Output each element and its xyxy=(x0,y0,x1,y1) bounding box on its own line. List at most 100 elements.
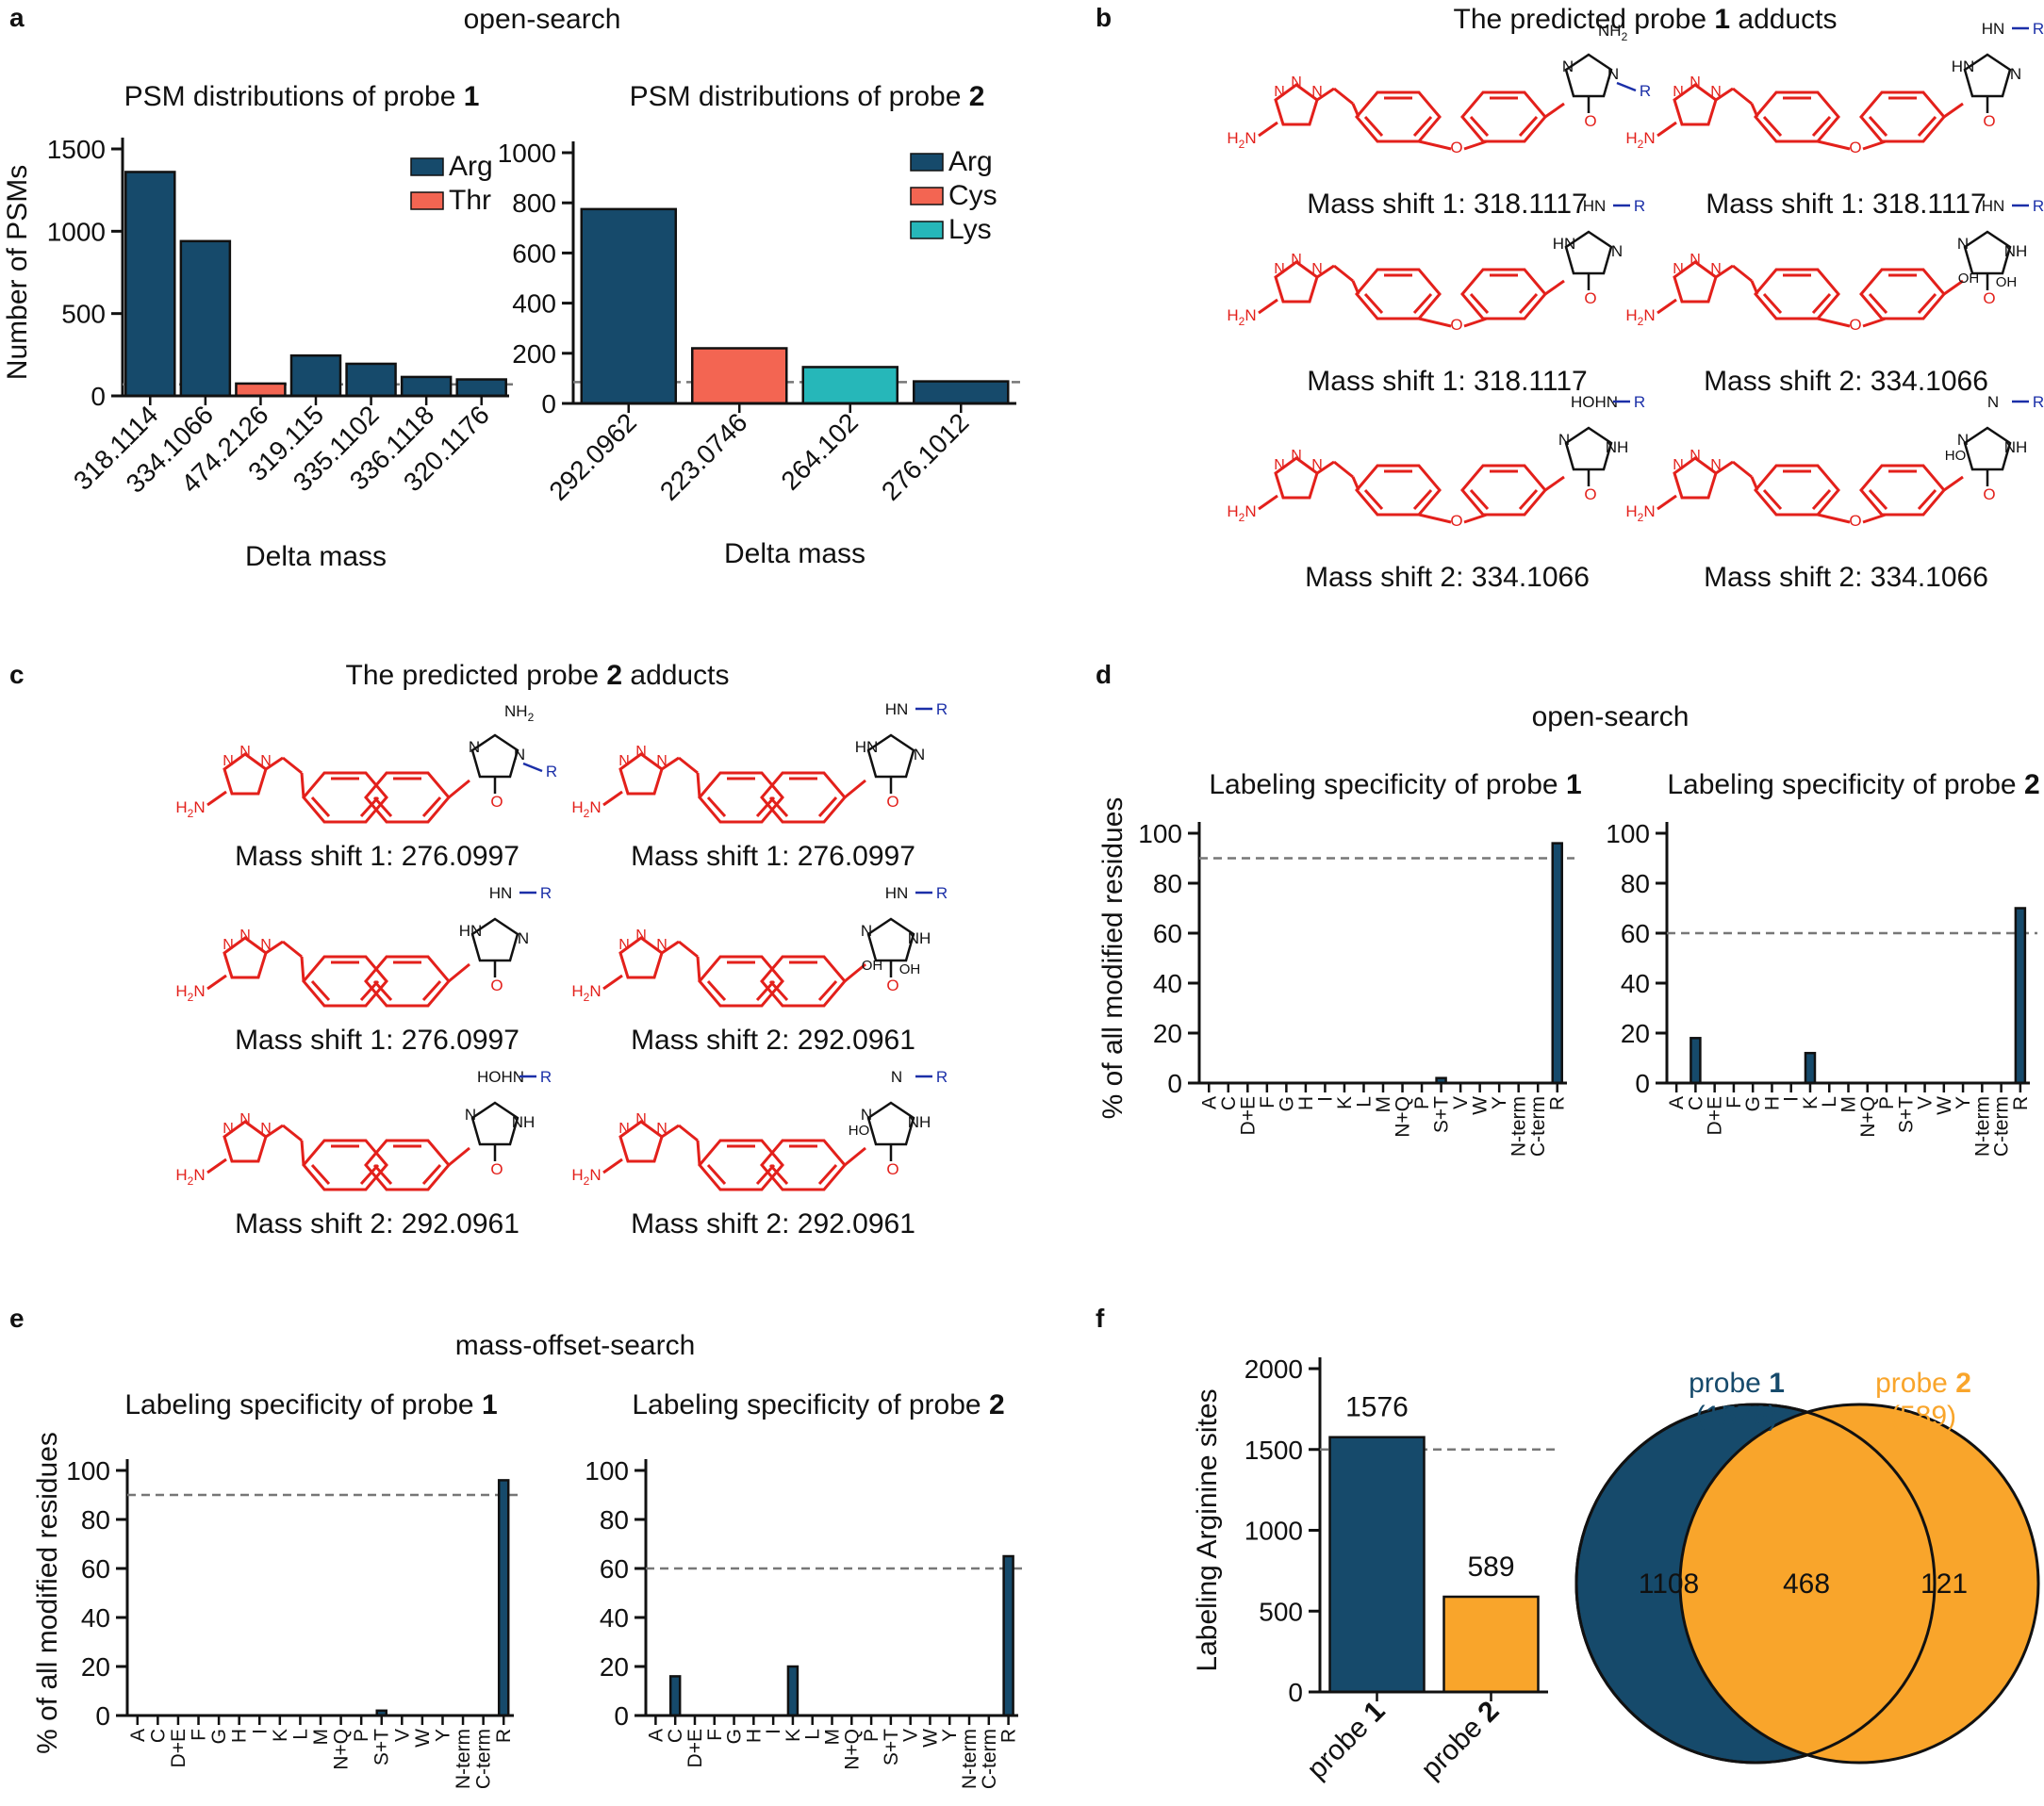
atom-label: N xyxy=(618,1121,630,1137)
x-tick-label: V xyxy=(900,1729,922,1742)
atom-label: N xyxy=(1274,457,1285,473)
x-tick-label: I xyxy=(1314,1096,1336,1102)
y-tick-label: 600 xyxy=(512,238,556,268)
atom-label: H2N xyxy=(571,1166,601,1188)
x-tick-label: V xyxy=(1450,1096,1472,1109)
atom-label: O xyxy=(1983,289,1995,307)
atom-label: HN xyxy=(1583,197,1607,215)
atom-label: N xyxy=(469,738,480,756)
atom-label: H2N xyxy=(175,982,205,1004)
atom-label: O xyxy=(490,977,503,994)
atom-label: NH xyxy=(1606,438,1629,456)
y-tick-label: 500 xyxy=(61,300,106,329)
y-tick-label: 0 xyxy=(1635,1069,1650,1098)
atom-label: O xyxy=(1983,112,1995,130)
venn-only-probe1: 1108 xyxy=(1639,1568,1700,1600)
atom-label: N xyxy=(1562,57,1574,75)
x-tick-label: A xyxy=(1666,1096,1688,1109)
atom-label: N xyxy=(656,1121,668,1137)
atom-label: N xyxy=(223,753,234,769)
x-tick-label: Y xyxy=(939,1729,961,1742)
x-tick-label: F xyxy=(189,1729,210,1741)
x-tick-label: C xyxy=(1218,1096,1240,1110)
chart-title: PSM distributions of probe 2 xyxy=(630,81,985,112)
y-axis-label: Labeling Arginine sites xyxy=(1192,1388,1223,1671)
bar xyxy=(400,375,453,398)
atom-label: HN xyxy=(1982,20,2005,38)
atom-label: N xyxy=(1710,261,1722,277)
x-tick-label: D+E xyxy=(1237,1096,1259,1135)
atom-label: R xyxy=(546,763,557,780)
atom-label: N xyxy=(239,744,251,760)
bar xyxy=(345,362,397,398)
x-tick-label: C xyxy=(665,1729,686,1743)
atom-label: N xyxy=(1987,393,1999,411)
x-tick-label: C-term xyxy=(1527,1096,1549,1157)
y-tick-label: 100 xyxy=(66,1456,110,1486)
atom-label: N xyxy=(514,746,525,763)
x-tick-label: N+Q xyxy=(1857,1096,1879,1138)
atom-label: HN xyxy=(885,700,909,718)
atom-label: N xyxy=(1311,261,1323,277)
atom-label: N xyxy=(1311,457,1323,473)
atom-label: O xyxy=(886,977,898,994)
chart-offset-specificity-probe1: Labeling specificity of probe 1 0 20 40 60 80… xyxy=(32,1389,521,1789)
legend-swatch xyxy=(410,191,444,210)
atom-label: N xyxy=(1291,448,1302,464)
atom-label: NH2 xyxy=(1598,22,1628,43)
x-tick-label: L xyxy=(289,1729,311,1740)
x-tick-label: R xyxy=(1547,1096,1569,1110)
y-tick-label: 20 xyxy=(1153,1019,1182,1048)
venn-left-name: probe 1 xyxy=(1689,1368,1785,1399)
x-tick-label: K xyxy=(1334,1096,1356,1109)
x-tick-label: V xyxy=(391,1729,413,1742)
x-tick-label: P xyxy=(861,1729,882,1742)
x-tick-label: S+T xyxy=(881,1729,902,1765)
mass-shift-caption: Mass shift 1: 318.1117 xyxy=(1307,189,1587,220)
y-tick-label: 2000 xyxy=(1245,1354,1303,1384)
atom-label: N xyxy=(1311,84,1323,100)
atom-label: N xyxy=(635,744,647,760)
panel-c-title: The predicted probe 2 adducts xyxy=(346,660,730,691)
legend-swatch xyxy=(910,221,944,239)
atom-label: NH2 xyxy=(504,702,535,724)
atom-label: OH xyxy=(862,958,883,974)
x-tick-label: N-term xyxy=(959,1729,981,1789)
x-tick-label: F xyxy=(704,1729,726,1741)
x-tick-label: C-term xyxy=(1991,1096,2013,1157)
bar xyxy=(691,347,788,405)
x-axis-label: Delta mass xyxy=(245,541,387,572)
atom-label: N xyxy=(635,928,647,944)
y-tick-label: 60 xyxy=(81,1554,110,1584)
legend-label: Cys xyxy=(948,180,997,211)
atom-label: O xyxy=(1450,316,1462,334)
chart-psm-probe1: PSM distributions of probe 1 0 500 1000 1500… xyxy=(2,81,517,572)
x-tick-label: K xyxy=(270,1729,291,1742)
atom-label: O xyxy=(1450,139,1462,156)
atom-label: O xyxy=(490,793,503,811)
bar xyxy=(1804,1051,1817,1085)
legend-label: Thr xyxy=(449,185,491,216)
y-axis-label: % of all modified residues xyxy=(32,1432,63,1754)
x-tick-label: G xyxy=(208,1729,230,1744)
bar xyxy=(786,1665,799,1717)
atom-label: N xyxy=(861,1106,872,1124)
x-tick-label: C-term xyxy=(473,1729,495,1789)
atom-label: N xyxy=(656,937,668,953)
y-tick-label: 20 xyxy=(600,1652,629,1682)
x-tick-label: N+Q xyxy=(841,1729,863,1770)
atom-label: N xyxy=(618,753,630,769)
bar xyxy=(801,366,898,405)
y-tick-label: 80 xyxy=(1621,869,1650,898)
mass-shift-caption: Mass shift 1: 318.1117 xyxy=(1706,189,1986,220)
chart-title: Labeling specificity of probe 1 xyxy=(124,1389,497,1420)
atom-label: R xyxy=(1634,197,1645,215)
x-tick-label: N+Q xyxy=(331,1729,353,1770)
atom-label: N xyxy=(1673,261,1684,277)
x-tick-label: N-term xyxy=(1971,1096,1993,1157)
